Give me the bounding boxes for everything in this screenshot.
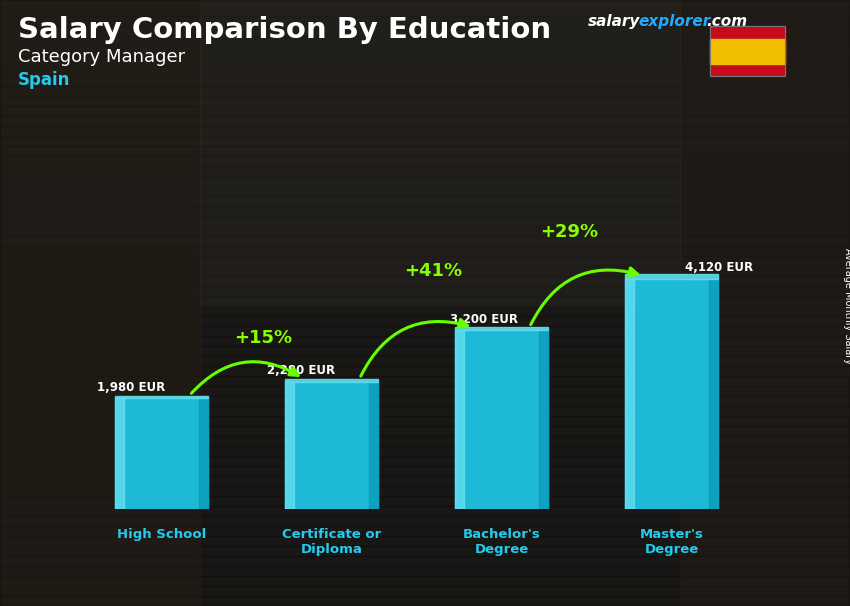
Bar — [710, 26, 785, 76]
Bar — [0, 306, 850, 316]
Bar — [0, 86, 850, 96]
Bar — [0, 416, 850, 426]
Text: 1,980 EUR: 1,980 EUR — [97, 381, 165, 394]
Bar — [0, 206, 850, 216]
Bar — [0, 376, 850, 386]
Bar — [285, 382, 294, 509]
Bar — [709, 279, 718, 509]
Bar — [0, 276, 850, 286]
Bar — [0, 516, 850, 526]
Polygon shape — [0, 0, 200, 606]
Bar — [0, 216, 850, 226]
Text: Category Manager: Category Manager — [18, 48, 185, 66]
Bar — [0, 196, 850, 206]
Bar — [0, 166, 850, 176]
Polygon shape — [200, 0, 680, 306]
Bar — [0, 146, 850, 156]
Bar — [0, 546, 850, 556]
Bar — [0, 336, 850, 346]
Text: Spain: Spain — [18, 71, 71, 89]
Bar — [0, 596, 850, 606]
Bar — [0, 46, 850, 56]
Bar — [0, 106, 850, 116]
FancyBboxPatch shape — [455, 330, 548, 509]
Bar — [115, 398, 124, 509]
Bar — [0, 426, 850, 436]
Text: +29%: +29% — [541, 223, 598, 241]
Bar — [0, 266, 850, 276]
Text: 2,280 EUR: 2,280 EUR — [267, 364, 335, 377]
Bar — [710, 39, 785, 64]
Bar — [0, 576, 850, 586]
Bar — [0, 396, 850, 406]
Bar — [0, 436, 850, 446]
Bar — [0, 476, 850, 486]
FancyBboxPatch shape — [115, 398, 208, 509]
Bar — [0, 66, 850, 76]
Bar — [0, 116, 850, 126]
Bar — [0, 96, 850, 106]
Bar — [0, 296, 850, 306]
Bar — [0, 76, 850, 86]
FancyBboxPatch shape — [625, 279, 718, 509]
Bar — [0, 526, 850, 536]
Bar — [369, 382, 378, 509]
Bar — [0, 566, 850, 576]
Bar — [0, 456, 850, 466]
Text: Salary Comparison By Education: Salary Comparison By Education — [18, 16, 551, 44]
Bar — [0, 36, 850, 46]
FancyBboxPatch shape — [285, 382, 378, 509]
Bar — [455, 330, 464, 509]
Text: 3,200 EUR: 3,200 EUR — [450, 313, 518, 325]
Bar — [0, 486, 850, 496]
Bar — [0, 226, 850, 236]
Bar — [0, 136, 850, 146]
Bar — [0, 326, 850, 336]
Bar — [199, 398, 208, 509]
Text: 4,120 EUR: 4,120 EUR — [685, 261, 753, 274]
Text: +15%: +15% — [235, 330, 292, 347]
Bar — [0, 366, 850, 376]
Bar — [0, 26, 850, 36]
Bar — [0, 466, 850, 476]
Bar — [0, 556, 850, 566]
Bar — [0, 156, 850, 166]
Bar — [0, 536, 850, 546]
Bar — [115, 396, 208, 398]
Bar — [625, 275, 718, 279]
Bar — [0, 286, 850, 296]
Bar — [0, 316, 850, 326]
Bar — [0, 246, 850, 256]
Bar — [0, 16, 850, 26]
Bar — [0, 56, 850, 66]
Text: .com: .com — [706, 14, 747, 29]
Bar — [0, 406, 850, 416]
Polygon shape — [680, 0, 850, 606]
Bar — [455, 327, 548, 330]
Bar — [0, 256, 850, 266]
Bar — [0, 126, 850, 136]
Text: salary: salary — [588, 14, 640, 29]
Bar — [625, 279, 634, 509]
Text: Average Monthly Salary: Average Monthly Salary — [843, 248, 850, 364]
Bar — [0, 346, 850, 356]
Bar — [539, 330, 548, 509]
Bar — [0, 356, 850, 366]
Bar — [0, 386, 850, 396]
Bar — [0, 496, 850, 506]
Bar — [0, 506, 850, 516]
Text: explorer: explorer — [638, 14, 711, 29]
Bar — [0, 236, 850, 246]
Bar — [0, 6, 850, 16]
Bar — [0, 176, 850, 186]
Bar — [0, 446, 850, 456]
Text: +41%: +41% — [405, 262, 462, 281]
Bar — [710, 26, 785, 76]
Bar — [0, 586, 850, 596]
Bar — [285, 379, 378, 382]
Bar — [0, 186, 850, 196]
